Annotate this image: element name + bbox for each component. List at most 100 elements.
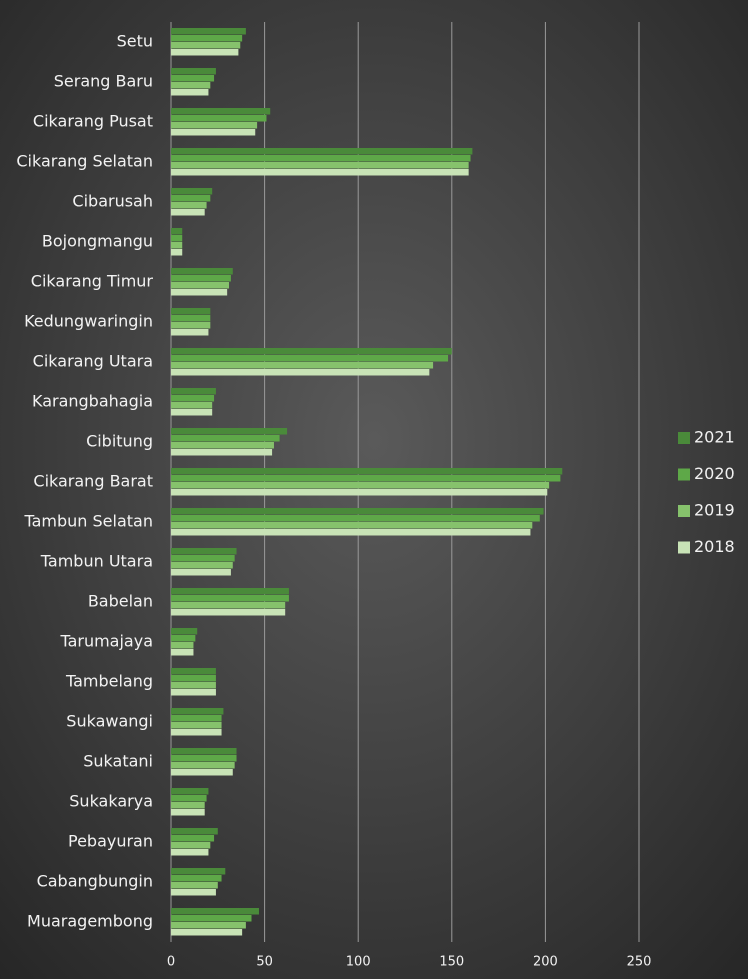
bar [171,908,259,915]
bar [171,275,231,282]
bar [171,849,209,856]
bar [171,329,209,336]
bar [171,689,216,696]
bar [171,268,233,275]
legend-swatch [678,541,690,554]
y-tick-label: Kedungwaringin [24,312,153,331]
bar [171,162,469,169]
y-tick-label: Cibitung [86,432,153,451]
bar [171,348,452,355]
bar [171,668,216,675]
bar [171,649,194,656]
bar [171,235,183,242]
bar [171,115,267,122]
y-tick-label: Cikarang Utara [33,352,153,371]
bar [171,289,228,296]
bar [171,915,252,922]
legend-label: 2018 [694,537,735,556]
y-tick-label: Tarumajaya [59,632,153,651]
bar [171,355,449,362]
bar [171,249,183,256]
bar [171,82,211,89]
y-tick-label: Babelan [88,592,153,611]
y-tick-label: Bojongmangu [42,232,153,251]
bar [171,282,230,289]
x-tick-label: 200 [533,955,558,970]
y-tick-label: Pebayuran [68,832,153,851]
bar [171,195,211,202]
bar [171,428,288,435]
bar [171,188,213,195]
bar [171,755,237,762]
bar [171,202,207,209]
y-tick-label: Cikarang Barat [33,472,153,491]
bar [171,482,550,489]
bar [171,569,231,576]
bar [171,209,205,216]
bar [171,529,531,536]
bar [171,468,563,475]
bar [171,628,198,635]
bar [171,729,222,736]
bar [171,835,215,842]
x-tick-label: 250 [627,955,652,970]
bar [171,442,274,449]
bar [171,409,213,416]
y-tick-label: Tambun Utara [40,552,153,571]
bar [171,609,286,616]
bar [171,75,215,82]
bar [171,369,430,376]
bar [171,35,243,42]
bar [171,49,239,56]
bar [171,515,540,522]
y-tick-label: Cabangbungin [37,872,153,891]
bar [171,68,216,75]
legend-label: 2021 [694,428,735,447]
bar [171,722,222,729]
bar [171,522,533,529]
bar [171,715,222,722]
bar [171,28,246,35]
bar [171,682,216,689]
bar [171,242,183,249]
legend-label: 2020 [694,464,735,483]
bar [171,889,216,896]
bar [171,602,286,609]
bar [171,508,544,515]
bar [171,809,205,816]
x-tick-label: 50 [256,955,273,970]
bar [171,842,211,849]
bar [171,769,233,776]
bar [171,922,246,929]
y-tick-label: Cibarusah [72,192,153,211]
y-tick-label: Cikarang Pusat [33,112,153,131]
bar [171,675,216,682]
legend-label: 2019 [694,501,735,520]
bar [171,489,548,496]
x-tick-label: 150 [439,955,464,970]
bar [171,929,243,936]
bar [171,555,235,562]
bar [171,828,218,835]
legend-swatch [678,505,690,517]
bar [171,708,224,715]
bar [171,795,207,802]
y-tick-label: Sukakarya [69,792,153,811]
bar [171,308,211,315]
y-tick-label: Tambelang [65,672,153,691]
bar [171,315,211,322]
bar [171,89,209,96]
bar [171,868,226,875]
bar [171,395,215,402]
bar [171,122,258,129]
bar [171,882,218,889]
bar [171,435,280,442]
y-tick-label: Setu [117,32,153,51]
bar [171,449,273,456]
bar [171,762,235,769]
bar [171,562,233,569]
y-tick-label: Sukatani [83,752,153,771]
bar [171,108,271,115]
bar [171,642,194,649]
